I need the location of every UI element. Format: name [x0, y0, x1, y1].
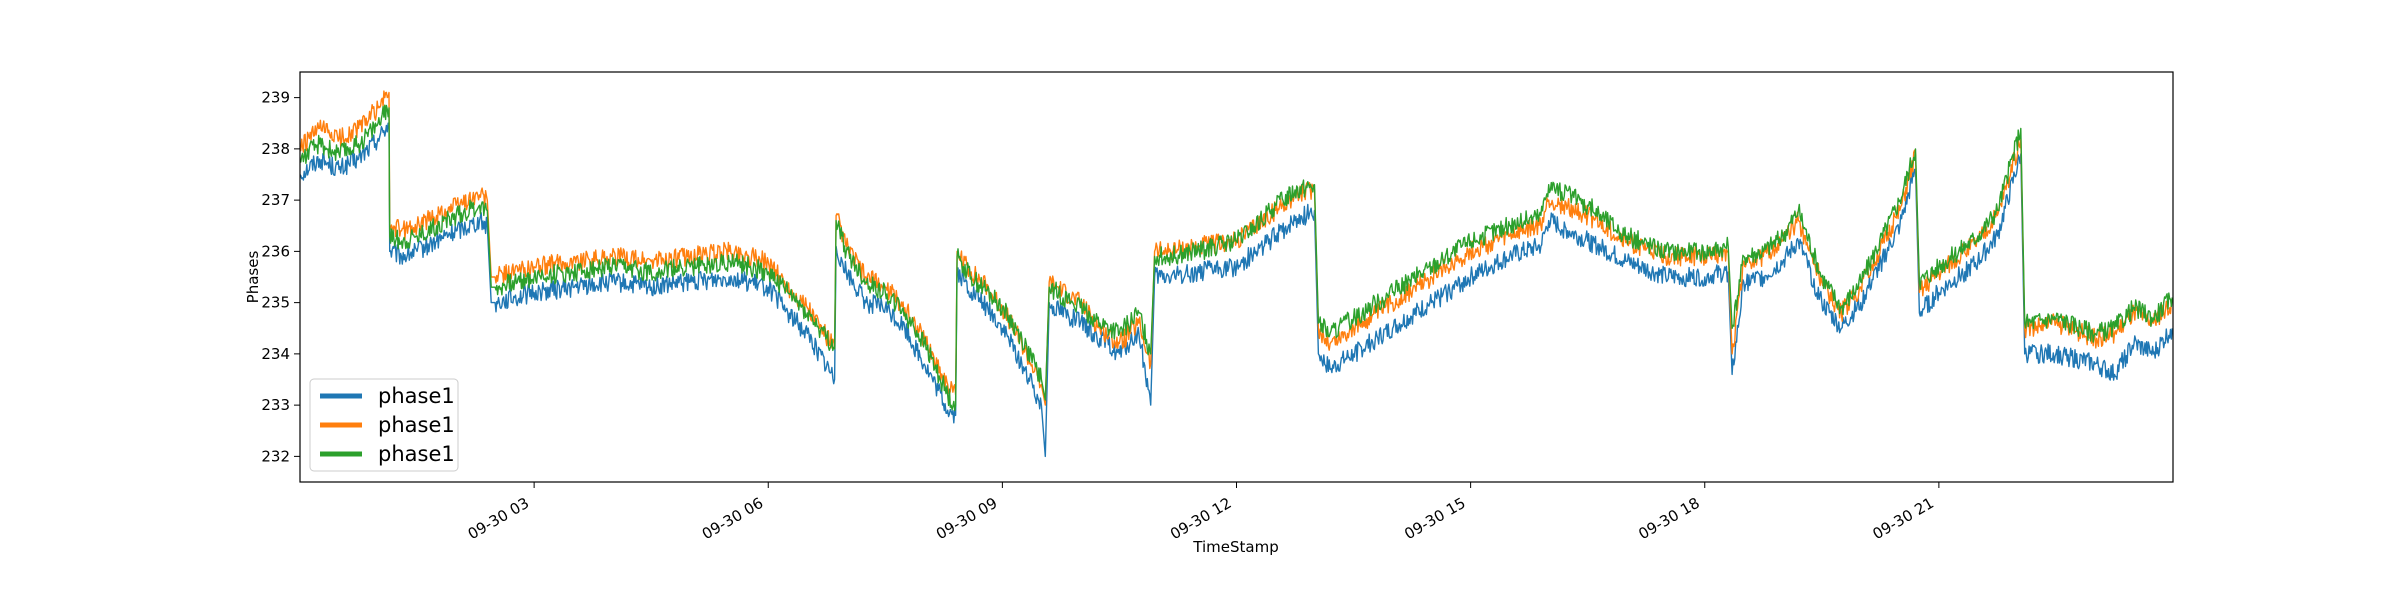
y-tick-label: 238 — [261, 140, 290, 158]
y-tick-label: 234 — [261, 345, 290, 363]
series-line-1 — [300, 122, 2173, 458]
series-lines — [300, 90, 2173, 458]
y-tick-label: 237 — [261, 191, 290, 209]
series-line-3 — [300, 104, 2173, 412]
x-axis-label: TimeStamp — [1192, 538, 1278, 556]
y-tick-label: 236 — [261, 242, 290, 260]
y-axis-label: Phases — [244, 251, 262, 304]
y-tick-label: 235 — [261, 294, 290, 312]
y-tick-label: 233 — [261, 396, 290, 414]
legend-label-1: phase1 — [378, 384, 455, 408]
y-tick-label: 232 — [261, 447, 290, 465]
plot-area — [300, 72, 2173, 482]
legend-label-3: phase1 — [378, 442, 455, 466]
legend: phase1 phase1 phase1 — [309, 378, 459, 472]
legend-box — [309, 378, 459, 472]
y-tick-label: 239 — [261, 89, 290, 107]
y-axis: 232 233 234 235 236 237 238 239 — [261, 89, 300, 465]
legend-label-2: phase1 — [378, 413, 455, 437]
